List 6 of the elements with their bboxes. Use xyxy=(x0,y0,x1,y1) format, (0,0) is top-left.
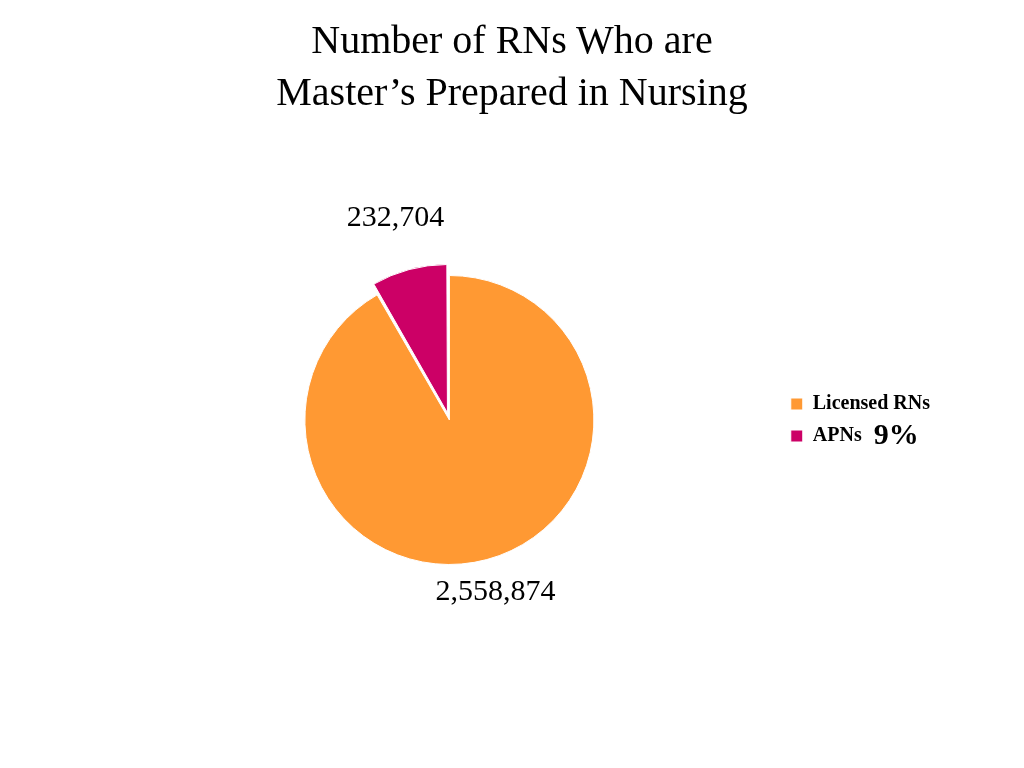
chart-title: Number of RNs Who are Master’s Prepared in Nursing xyxy=(275,16,749,116)
text: 9% xyxy=(873,416,919,450)
legend-label: Licensed RNs xyxy=(812,391,931,414)
legend-label: APNs xyxy=(812,423,862,446)
data-label: 2,558,874 xyxy=(435,573,556,607)
data-label: 232,704 xyxy=(346,199,445,233)
